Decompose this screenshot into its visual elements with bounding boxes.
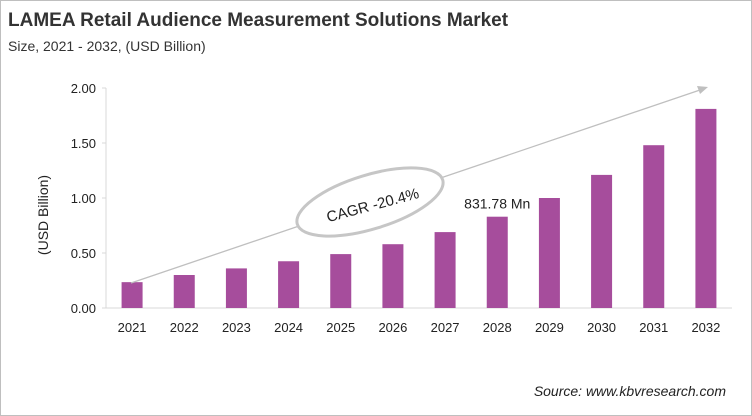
data-label-2028: 831.78 Mn: [464, 196, 530, 212]
x-tick-label: 2032: [691, 320, 720, 335]
chart-subtitle: Size, 2021 - 2032, (USD Billion): [8, 38, 206, 54]
bar-2022: [173, 275, 195, 308]
bar-2027: [434, 232, 456, 308]
cagr-ellipse: [295, 166, 445, 238]
x-tick-label: 2023: [222, 320, 251, 335]
bar-2028: [486, 216, 508, 308]
chart-title: LAMEA Retail Audience Measurement Soluti…: [8, 10, 509, 31]
bar-2030: [591, 174, 613, 308]
x-tick-label: 2021: [118, 320, 147, 335]
bar-2029: [538, 198, 560, 308]
y-tick-label: 1.00: [71, 191, 96, 206]
x-tick-label: 2025: [326, 320, 355, 335]
x-tick-label: 2027: [431, 320, 460, 335]
y-tick-label: 0.50: [71, 246, 96, 261]
y-tick-label: 2.00: [71, 81, 96, 96]
x-tick-label: 2024: [274, 320, 303, 335]
x-tick-label: 2031: [639, 320, 668, 335]
y-tick-label: 1.50: [71, 136, 96, 151]
x-tick-label: 2029: [535, 320, 564, 335]
y-tick-label: 0.00: [71, 301, 96, 316]
bar-2032: [695, 108, 717, 309]
x-tick-label: 2022: [170, 320, 199, 335]
bar-2024: [278, 261, 300, 308]
bar-2021: [121, 282, 143, 308]
source-note: Source: www.kbvresearch.com: [533, 383, 726, 399]
x-tick-label: 2026: [378, 320, 407, 335]
x-tick-label: 2030: [587, 320, 616, 335]
bar-2025: [330, 254, 352, 308]
y-axis-label: (USD Billion): [35, 175, 51, 255]
bar-2031: [643, 145, 665, 308]
bar-2023: [225, 268, 247, 308]
bar-2026: [382, 244, 404, 308]
trend-arrowhead: [697, 86, 708, 94]
x-tick-label: 2028: [483, 320, 512, 335]
